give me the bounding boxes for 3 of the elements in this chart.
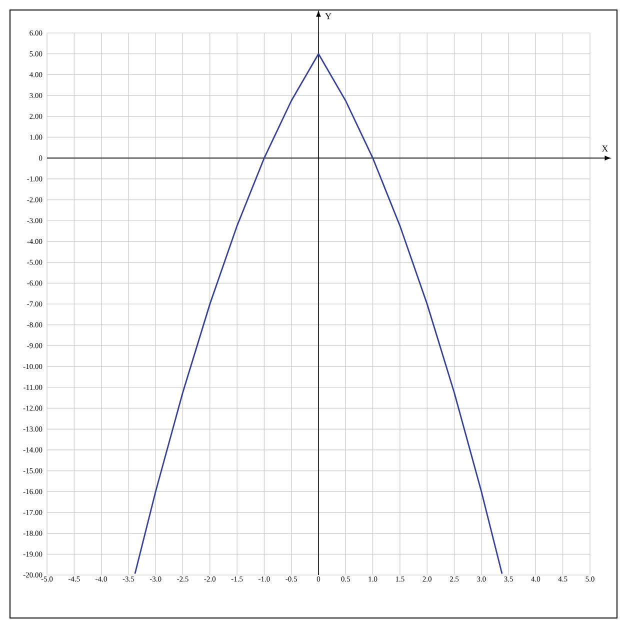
x-axis-title: X bbox=[602, 146, 608, 152]
line-series bbox=[134, 53, 503, 574]
y-axis-title: Y bbox=[325, 13, 332, 20]
